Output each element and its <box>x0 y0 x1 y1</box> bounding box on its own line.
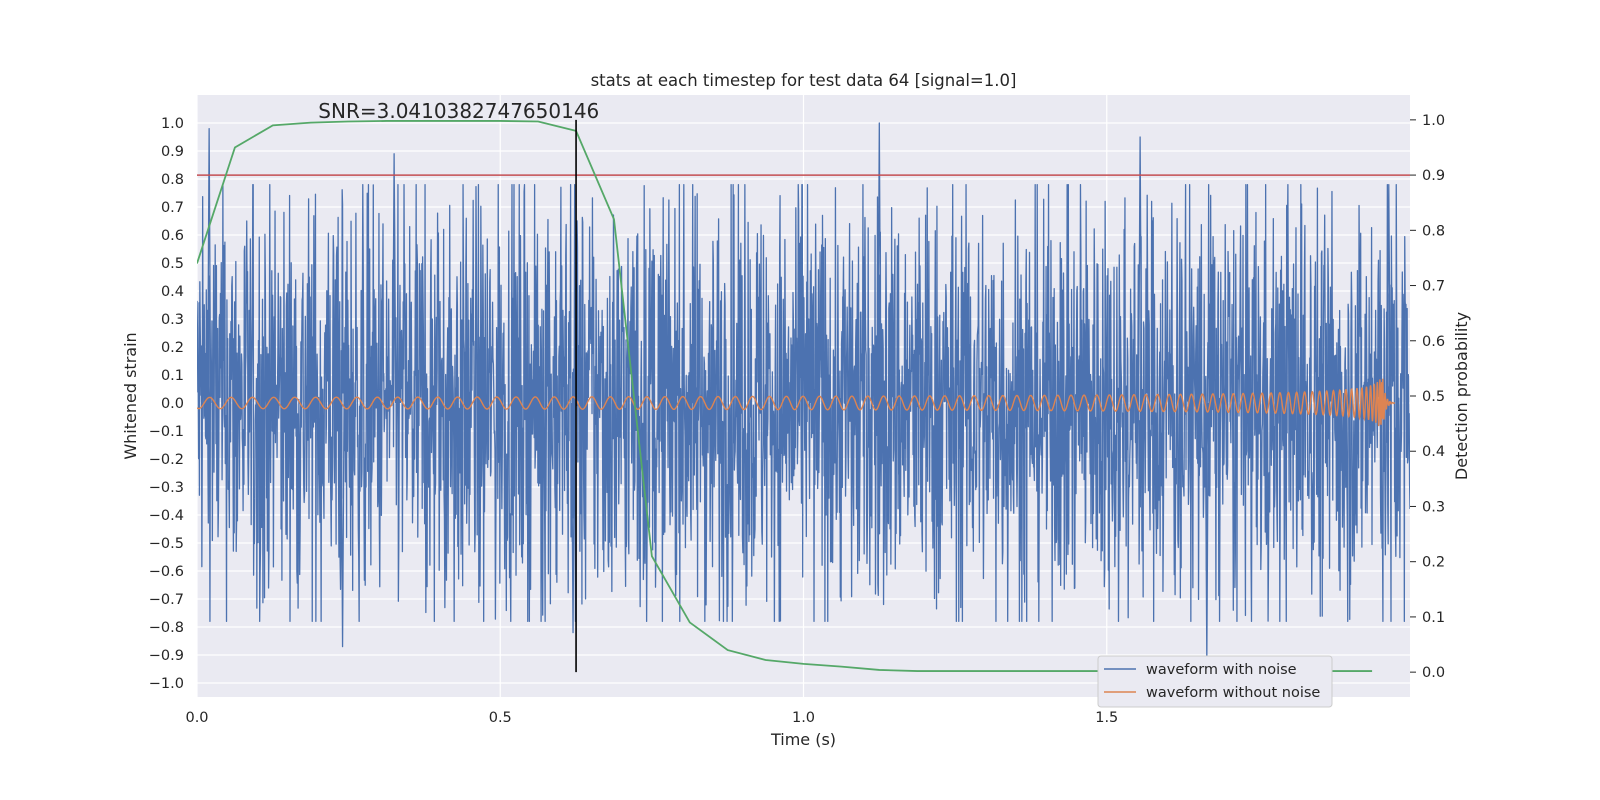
y-tick-label: 0.0 <box>161 396 184 412</box>
legend: waveform with noise waveform without noi… <box>1097 655 1333 708</box>
y-tick-label: −0.5 <box>149 536 184 552</box>
y2-tick-label: 0.4 <box>1422 444 1445 460</box>
y2-tick-label: 0.6 <box>1422 334 1445 350</box>
y2-tick-label: 0.0 <box>1422 665 1445 681</box>
y-tick-label: −0.9 <box>149 648 184 664</box>
y-tick-label: 0.3 <box>161 312 184 328</box>
y-tick-label: 0.9 <box>161 144 184 160</box>
y2-tick-label: 0.2 <box>1422 555 1445 571</box>
y2-tick-label: 1.0 <box>1422 113 1445 129</box>
y-tick-label: −0.7 <box>149 592 184 608</box>
chart-title: stats at each timestep for test data 64 … <box>591 71 1017 90</box>
y-tick-label: 0.6 <box>161 228 184 244</box>
ticks: 0.0 0.5 1.0 1.5 1.0 0.9 0.8 0.7 0.6 0.5 0.4 0.3 0.2 0… <box>149 113 1445 726</box>
x-tick-label: 1.0 <box>792 710 815 726</box>
legend-entry-waveform-with-noise: waveform with noise <box>1146 662 1297 678</box>
y2-tick-label: 0.8 <box>1422 223 1445 239</box>
x-tick-label: 0.5 <box>489 710 512 726</box>
y-tick-label: 0.5 <box>161 256 184 272</box>
y2-tick-label: 0.3 <box>1422 499 1445 515</box>
x-axis-label: Time (s) <box>770 730 836 749</box>
y-tick-label: 0.4 <box>161 284 184 300</box>
y-axis-label: Whitened strain <box>121 332 140 459</box>
y-tick-label: 0.1 <box>161 368 184 384</box>
y2-tick-label: 0.5 <box>1422 389 1445 405</box>
legend-entry-waveform-without-noise: waveform without noise <box>1146 685 1320 701</box>
y-tick-label: −0.3 <box>149 480 184 496</box>
y-tick-label: 0.2 <box>161 340 184 356</box>
y-tick-label: −0.4 <box>149 508 184 524</box>
y-tick-label: −1.0 <box>149 676 184 692</box>
y2-tick-label: 0.9 <box>1422 168 1445 184</box>
snr-annotation: SNR=3.0410382747650146 <box>318 99 599 123</box>
x-tick-label: 0.0 <box>185 710 208 726</box>
series-waveform-without-noise <box>197 378 1395 427</box>
legend-box <box>1097 655 1333 708</box>
y-tick-label: −0.8 <box>149 620 184 636</box>
y-tick-label: 0.7 <box>161 200 184 216</box>
y-tick-label: 0.8 <box>161 172 184 188</box>
y2-tick-label: 0.7 <box>1422 279 1445 295</box>
y-tick-label: −0.1 <box>149 424 184 440</box>
y2-axis-label: Detection probability <box>1452 312 1471 480</box>
y-tick-label: −0.2 <box>149 452 184 468</box>
y2-tick-label: 0.1 <box>1422 610 1445 626</box>
y-tick-label: −0.6 <box>149 564 184 580</box>
x-tick-label: 1.5 <box>1095 710 1118 726</box>
y-tick-label: 1.0 <box>161 116 184 132</box>
